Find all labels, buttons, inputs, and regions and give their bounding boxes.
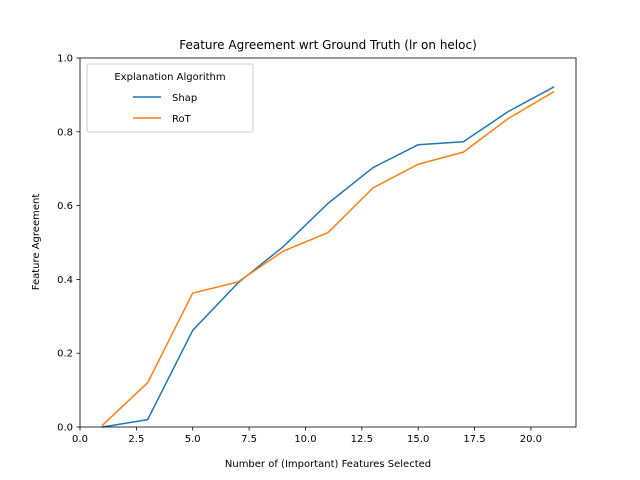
y-tick-label: 0.8 — [57, 127, 73, 138]
y-tick-label: 0.0 — [57, 423, 73, 434]
x-axis-ticks: 0.0 2.5 5.0 7.5 10.0 12.5 15.0 17.5 20.0 — [72, 427, 542, 445]
x-tick-label: 12.5 — [351, 434, 373, 445]
y-tick-label: 0.6 — [57, 201, 73, 212]
legend-label-rot: RoT — [172, 114, 192, 125]
x-tick-label: 2.5 — [128, 434, 144, 445]
series-layer — [101, 86, 555, 428]
y-tick-label: 0.2 — [57, 349, 73, 360]
y-axis-ticks: 0.0 0.2 0.4 0.6 0.8 1.0 — [57, 54, 80, 434]
x-tick-label: 15.0 — [407, 434, 429, 445]
x-tick-label: 17.5 — [463, 434, 485, 445]
series-line-shap — [101, 86, 555, 428]
legend-label-shap: Shap — [172, 93, 197, 104]
legend-title: Explanation Algorithm — [114, 72, 225, 83]
axes — [79, 57, 577, 428]
y-tick-label: 0.4 — [57, 275, 73, 286]
x-axis-label: Number of (Important) Features Selected — [225, 459, 431, 470]
y-axis-label: Feature Agreement — [31, 194, 42, 291]
y-tick-label: 1.0 — [57, 54, 73, 65]
series-line-rot — [101, 90, 555, 427]
x-tick-label: 20.0 — [520, 434, 542, 445]
chart-title: Feature Agreement wrt Ground Truth (lr o… — [179, 38, 477, 52]
legend: Explanation Algorithm Shap RoT — [86, 63, 254, 133]
axes-frame — [79, 57, 577, 428]
legend-box — [86, 63, 254, 133]
x-tick-label: 5.0 — [185, 434, 201, 445]
x-tick-label: 0.0 — [72, 434, 88, 445]
x-tick-label: 10.0 — [294, 434, 316, 445]
x-tick-label: 7.5 — [241, 434, 257, 445]
